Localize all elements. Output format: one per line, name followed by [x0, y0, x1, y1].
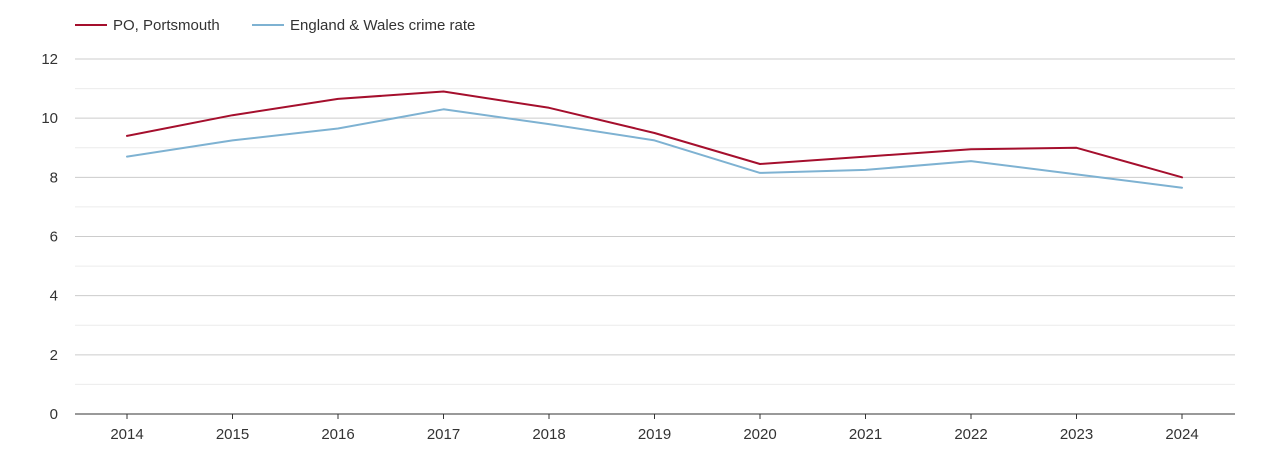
data-point[interactable]: [758, 170, 763, 175]
series-line-1: [126, 108, 1183, 189]
x-tick-label: 2017: [427, 426, 460, 443]
data-point[interactable]: [547, 105, 552, 110]
x-tick-label: 2022: [954, 426, 987, 443]
x-tick-label: 2015: [216, 426, 249, 443]
data-point[interactable]: [652, 130, 657, 135]
data-point[interactable]: [230, 138, 235, 143]
data-point[interactable]: [1180, 185, 1185, 190]
y-tick-label: 8: [50, 169, 58, 186]
y-tick-label: 4: [50, 288, 58, 305]
y-tick-label: 6: [50, 229, 58, 246]
data-point[interactable]: [125, 154, 130, 159]
data-point[interactable]: [969, 147, 974, 152]
data-point[interactable]: [230, 113, 235, 118]
legend-item-1[interactable]: England & Wales crime rate: [252, 17, 475, 34]
axes: 0 2 4 6 8 10 12 2014 2015 2016 2017 2018 2019 2020 202…: [41, 51, 1235, 443]
grid-lines: [75, 58, 1235, 385]
data-point[interactable]: [1180, 175, 1185, 180]
data-point[interactable]: [758, 162, 763, 167]
data-point[interactable]: [547, 122, 552, 127]
data-point[interactable]: [336, 126, 341, 131]
x-tick-label: 2018: [532, 426, 565, 443]
x-tick-label: 2023: [1060, 426, 1093, 443]
y-tick-label: 2: [50, 347, 58, 364]
data-point[interactable]: [441, 107, 446, 112]
series-lines: [125, 89, 1185, 190]
data-point[interactable]: [125, 133, 130, 138]
y-tick-label: 10: [41, 110, 58, 127]
legend-label: PO, Portsmouth: [113, 17, 220, 34]
data-point[interactable]: [1074, 172, 1079, 177]
legend[interactable]: PO, Portsmouth England & Wales crime rate: [75, 17, 475, 34]
data-point[interactable]: [652, 138, 657, 143]
x-tick-label: 2024: [1165, 426, 1198, 443]
data-point[interactable]: [863, 154, 868, 159]
y-tick-label: 0: [50, 406, 58, 423]
data-point[interactable]: [1074, 145, 1079, 150]
x-tick-label: 2014: [110, 426, 143, 443]
data-point[interactable]: [336, 96, 341, 101]
x-tick-label: 2019: [638, 426, 671, 443]
series-line-0: [126, 90, 1183, 179]
x-tick-label: 2021: [849, 426, 882, 443]
legend-label: England & Wales crime rate: [290, 17, 475, 34]
legend-item-0[interactable]: PO, Portsmouth: [75, 17, 220, 34]
x-tick-label: 2020: [743, 426, 776, 443]
data-point[interactable]: [969, 159, 974, 164]
y-tick-label: 12: [41, 51, 58, 68]
data-point[interactable]: [441, 89, 446, 94]
x-tick-label: 2016: [321, 426, 354, 443]
data-point[interactable]: [863, 167, 868, 172]
